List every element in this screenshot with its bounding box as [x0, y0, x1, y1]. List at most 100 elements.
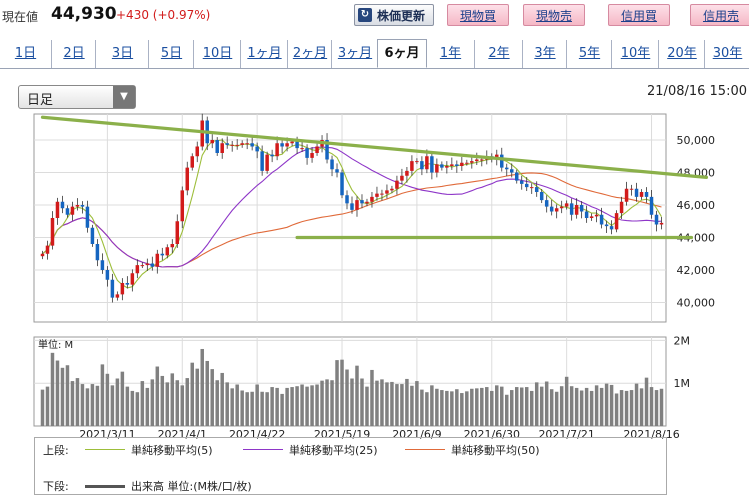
tab-period-1[interactable]: 2日 [51, 40, 96, 68]
candle-body [579, 205, 584, 212]
volume-tick-label: 1M [674, 377, 691, 390]
tab-period-3[interactable]: 5日 [148, 40, 194, 68]
volume-bar [190, 362, 195, 426]
tab-period-11[interactable]: 3年 [522, 40, 567, 68]
legend-ma5-label: 単純移動平均(5) [131, 444, 213, 457]
candle-body [514, 172, 519, 181]
volume-bar [559, 386, 564, 426]
volume-bar [395, 384, 399, 426]
current-price-value: 44,930 [51, 4, 117, 24]
candle-body [505, 167, 509, 170]
volume-bar [215, 380, 219, 426]
volume-unit-label: 単位: M [38, 338, 73, 351]
volume-bar [360, 378, 364, 426]
volume-bar [355, 365, 359, 426]
volume-bar [95, 385, 100, 426]
quote-header: 現在値 44,930 +430 (+0.97%) ↻ 株価更新 現物買 現物売 … [0, 0, 749, 32]
volume-bar [75, 378, 80, 426]
candle-body [210, 140, 214, 144]
candle-body [280, 143, 284, 147]
tab-period-15[interactable]: 30年 [704, 40, 749, 68]
legend-ma50-label: 単純移動平均(50) [451, 444, 540, 457]
candle-body [564, 203, 569, 207]
candle-body [380, 193, 384, 195]
candle-body [544, 200, 549, 207]
cash-buy-button[interactable]: 現物買 [447, 4, 509, 26]
volume-bar [450, 391, 454, 426]
candle-body [355, 200, 359, 210]
legend-volume-label: 出来高 単位:(M株/口/枚) [131, 480, 252, 493]
volume-bar [165, 382, 170, 426]
update-price-label: 株価更新 [376, 9, 425, 23]
candle-body [290, 141, 294, 144]
volume-bar [574, 387, 579, 426]
volume-bar [649, 387, 654, 426]
candle-body [175, 221, 180, 244]
tab-period-13[interactable]: 10年 [611, 40, 659, 68]
update-price-button[interactable]: ↻ 株価更新 [354, 4, 434, 26]
volume-bar [495, 385, 499, 426]
candle-body [65, 208, 70, 215]
candle-body [604, 224, 609, 227]
candle-body [659, 222, 664, 225]
tab-period-8[interactable]: 6ヶ月 [377, 39, 427, 68]
tab-period-6[interactable]: 2ヶ月 [287, 40, 332, 68]
volume-bar [350, 378, 354, 426]
candle-body [405, 170, 409, 176]
margin-sell-button[interactable]: 信用売 [690, 4, 749, 26]
volume-bar [624, 390, 629, 426]
volume-bar [400, 384, 404, 426]
candle-body [335, 169, 339, 173]
candle-body [260, 151, 264, 171]
volume-bar [170, 373, 175, 426]
legend-upper-label: 上段: [43, 444, 69, 457]
candle-body [80, 205, 85, 207]
volume-bar [445, 390, 449, 426]
candle-period-select[interactable]: 日足 ▼ [18, 85, 136, 109]
candle-body [574, 205, 579, 215]
volume-bar [140, 381, 145, 426]
tab-period-9[interactable]: 1年 [439, 46, 462, 61]
candle-body [305, 148, 309, 158]
margin-buy-button[interactable]: 信用買 [608, 4, 670, 26]
tab-period-10[interactable]: 2年 [474, 40, 523, 68]
volume-bar [534, 382, 539, 426]
volume-bar [245, 392, 249, 426]
refresh-icon: ↻ [358, 8, 372, 22]
volume-bar [135, 392, 140, 426]
candle-body [360, 200, 364, 204]
tab-period-7[interactable]: 3ヶ月 [331, 40, 378, 68]
volume-bar [569, 386, 574, 426]
candle-body [614, 213, 619, 230]
tab-period-2[interactable]: 3日 [95, 40, 149, 68]
volume-bar [465, 391, 469, 426]
candle-body [450, 164, 454, 166]
tab-period-5[interactable]: 1ヶ月 [240, 40, 288, 68]
tab-period-4[interactable]: 10日 [193, 40, 241, 68]
volume-bar [435, 388, 439, 426]
candle-body [400, 175, 404, 181]
volume-bar [285, 387, 289, 426]
candle-body [500, 154, 504, 168]
candle-body [45, 245, 50, 254]
volume-bar [45, 386, 50, 426]
tab-period-0[interactable]: 1日 [14, 46, 37, 61]
volume-bar [80, 384, 85, 426]
tab-period-12[interactable]: 5年 [566, 40, 612, 68]
candle-body [90, 227, 95, 244]
volume-bar [614, 393, 619, 426]
legend-lower-label: 下段: [43, 480, 69, 493]
volume-bar [150, 379, 155, 426]
candle-body [150, 263, 155, 267]
candle-body [190, 156, 195, 168]
volume-bar [584, 387, 589, 426]
volume-bar [315, 384, 319, 426]
volume-bar [430, 385, 434, 426]
candle-body [230, 144, 234, 146]
trendline-resistance [40, 115, 709, 179]
cash-sell-button[interactable]: 現物売 [523, 4, 585, 26]
tab-period-14[interactable]: 20年 [658, 40, 705, 68]
candle-body [365, 201, 369, 204]
candle-body [240, 143, 244, 145]
